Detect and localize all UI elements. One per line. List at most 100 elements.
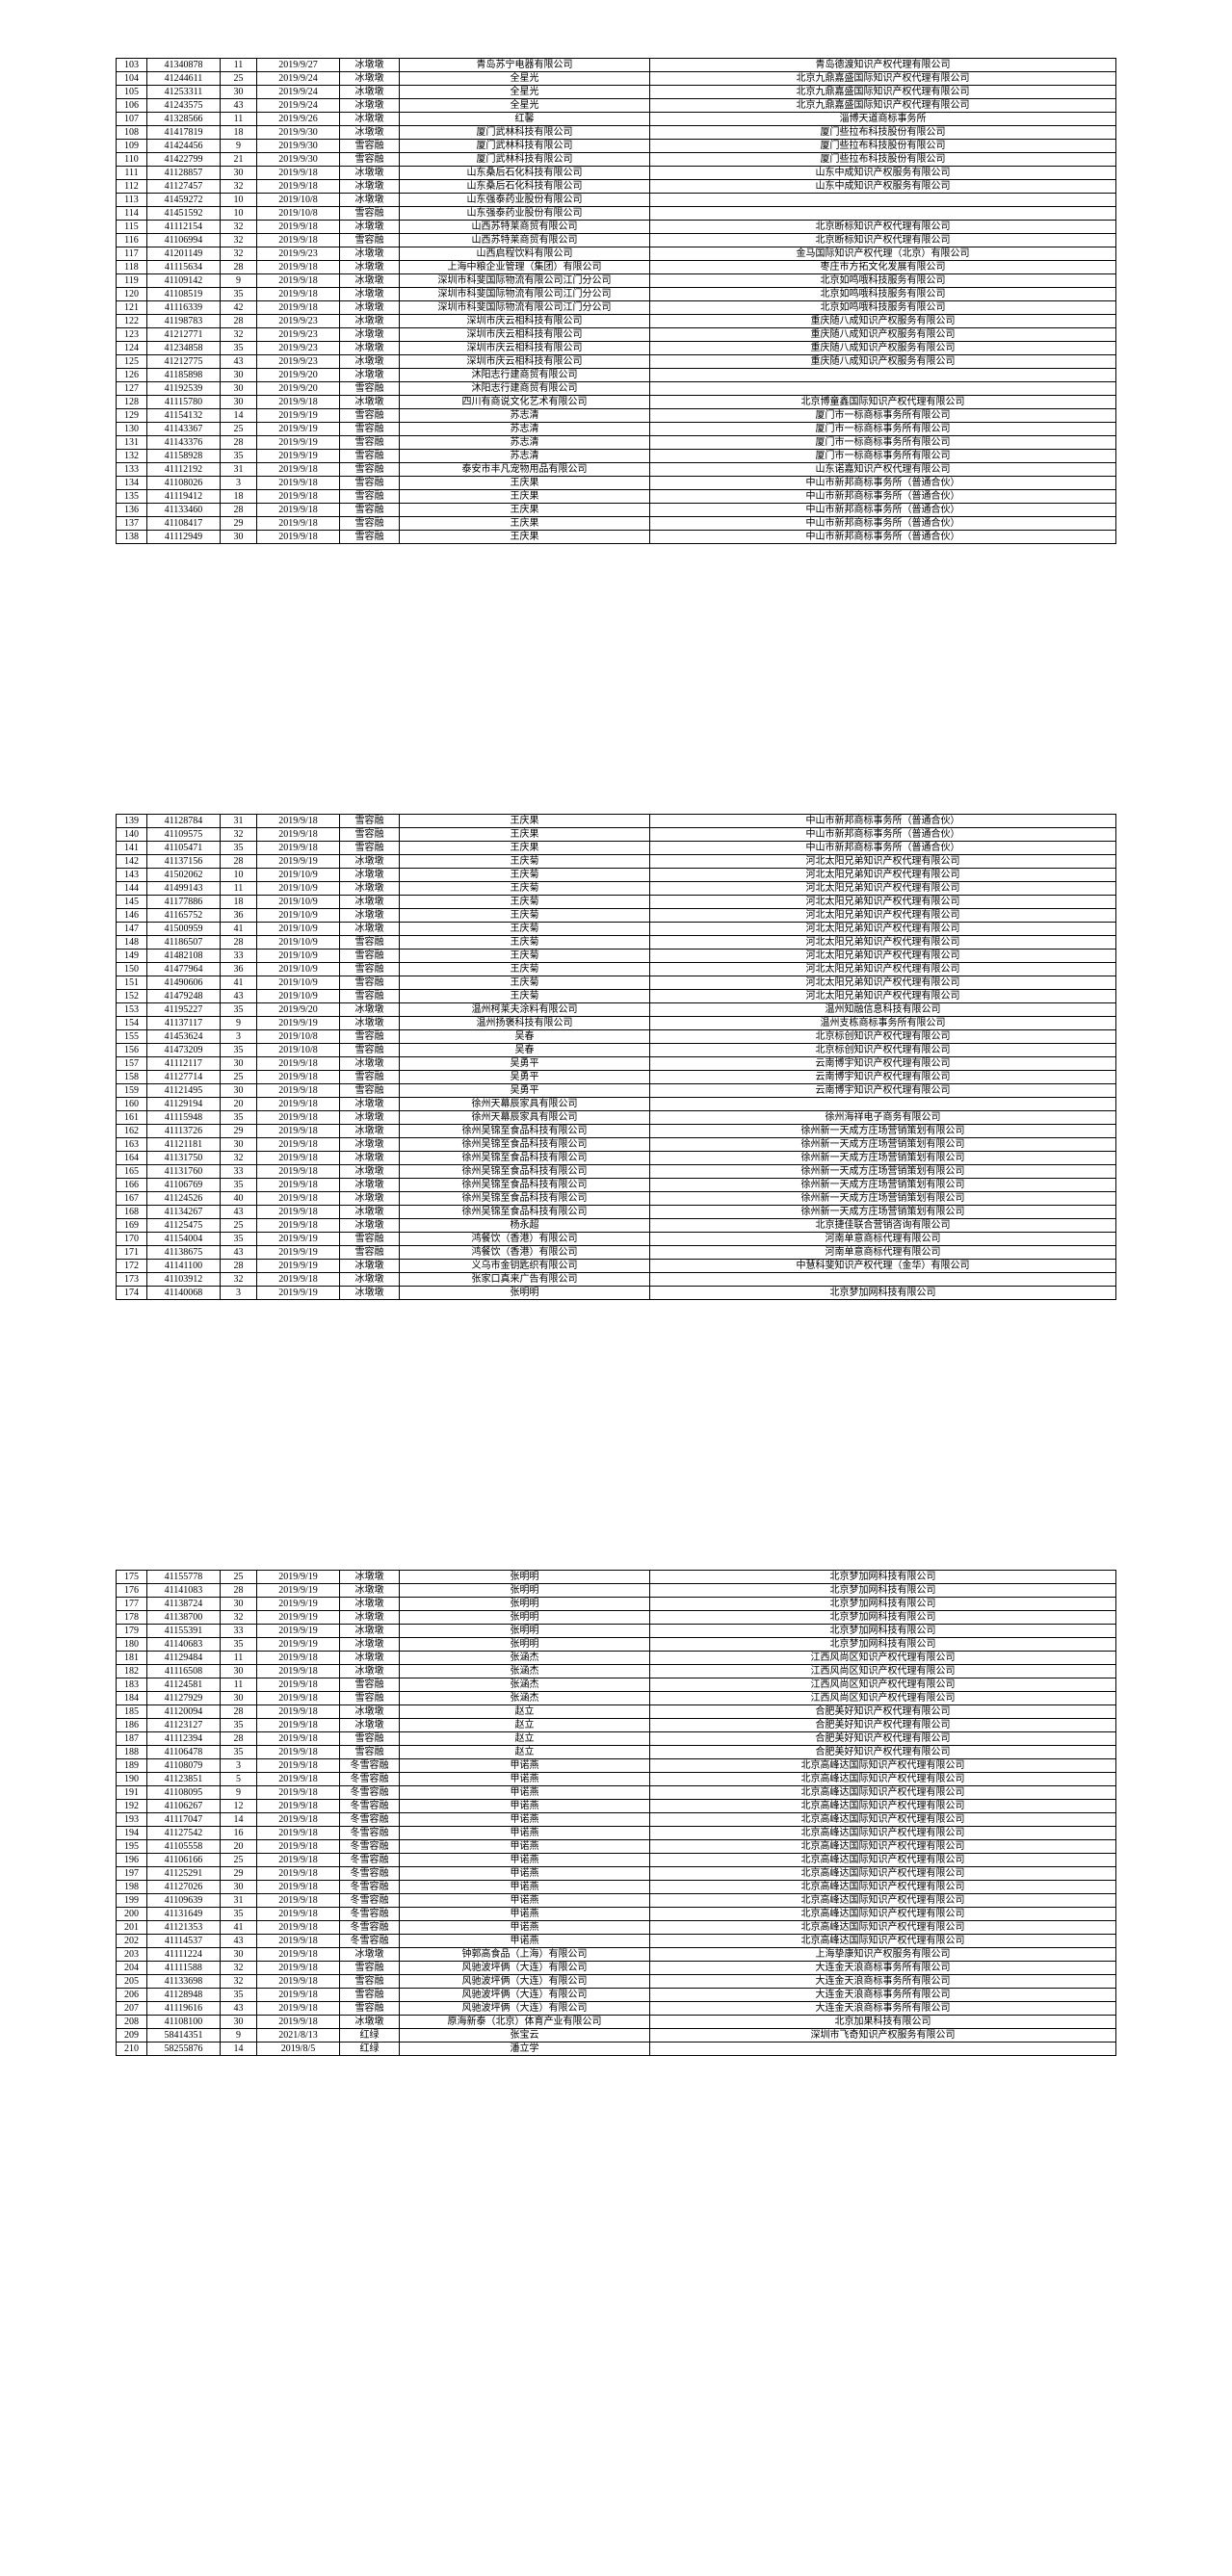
- cell: 41155391: [147, 1625, 221, 1638]
- cell: 徐州新一天成方庄场营销策划有限公司: [650, 1165, 1116, 1179]
- cell: 135: [117, 490, 147, 504]
- cell: 冰墩墩: [340, 1625, 400, 1638]
- cell: 41195227: [147, 1003, 221, 1017]
- cell: 41119616: [147, 2002, 221, 2016]
- cell: 2019/9/18: [257, 490, 340, 504]
- cell: 181: [117, 1652, 147, 1665]
- cell: 王庆菊: [400, 855, 650, 869]
- cell: 2019/9/23: [257, 355, 340, 369]
- cell: 164: [117, 1152, 147, 1165]
- cell: 苏志清: [400, 423, 650, 436]
- cell: 全星光: [400, 72, 650, 86]
- cell: 深圳市飞奇知识产权服务有限公司: [650, 2029, 1116, 2043]
- cell: 11: [221, 113, 257, 126]
- cell: 2019/9/23: [257, 342, 340, 355]
- cell: 175: [117, 1571, 147, 1584]
- cell: 198: [117, 1881, 147, 1894]
- cell: 185: [117, 1705, 147, 1719]
- table-row: 10641243575432019/9/24冰墩墩全星光北京九鼎嘉盛国际知识产权…: [117, 99, 1116, 113]
- table-row: 18741112394282019/9/18雪容融赵立合肥美好知识产权代理有限公…: [117, 1732, 1116, 1746]
- cell: 北京如鸣哦科技服务有限公司: [650, 288, 1116, 301]
- cell: 41113726: [147, 1125, 221, 1138]
- cell: 2019/9/19: [257, 855, 340, 869]
- table-row: 10841417819182019/9/30冰墩墩厦门武林科技有限公司厦门些拉布…: [117, 126, 1116, 140]
- cell: 139: [117, 815, 147, 828]
- cell: 176: [117, 1584, 147, 1598]
- cell: 188: [117, 1746, 147, 1759]
- cell: 25: [221, 1571, 257, 1584]
- cell: 2019/9/18: [257, 1921, 340, 1935]
- cell: 41125291: [147, 1867, 221, 1881]
- cell: 202: [117, 1935, 147, 1948]
- table-row: 2095841435192021/8/13红绿张宝云深圳市飞奇知识产权服务有限公…: [117, 2029, 1116, 2043]
- cell: 41424456: [147, 140, 221, 153]
- table-row: 13341112192312019/9/18雪容融泰安市丰凡宠物用品有限公司山东…: [117, 463, 1116, 477]
- cell: 41109142: [147, 274, 221, 288]
- cell: 2019/9/18: [257, 1084, 340, 1098]
- cell: 2019/9/18: [257, 1746, 340, 1759]
- cell: 41116508: [147, 1665, 221, 1678]
- cell: 169: [117, 1219, 147, 1233]
- cell: 张涵杰: [400, 1665, 650, 1678]
- cell: 雪容融: [340, 1692, 400, 1705]
- data-table: 10341340878112019/9/27冰墩墩青岛苏宁电器有限公司青岛德渡知…: [116, 58, 1116, 544]
- cell: 2019/9/19: [257, 1287, 340, 1300]
- cell: 冰墩墩: [340, 1598, 400, 1611]
- cell: 191: [117, 1786, 147, 1800]
- cell: 41103912: [147, 1273, 221, 1287]
- table-row: 1904112385152019/9/18冬雪容融甲诺燕北京高峰达国际知识产权代…: [117, 1773, 1116, 1786]
- cell: 北京高峰达国际知识产权代理有限公司: [650, 1813, 1116, 1827]
- cell: 136: [117, 504, 147, 517]
- cell: 35: [221, 1908, 257, 1921]
- cell: 32: [221, 1962, 257, 1975]
- cell: 风驰波坪俩（大连）有限公司: [400, 1962, 650, 1975]
- cell: 41111588: [147, 1962, 221, 1975]
- cell: 甲诺燕: [400, 1935, 650, 1948]
- cell: 137: [117, 517, 147, 531]
- cell: 冰墩墩: [340, 99, 400, 113]
- cell: 28: [221, 1732, 257, 1746]
- cell: 41131760: [147, 1165, 221, 1179]
- table-row: 12641185898302019/9/20冰墩墩沐阳志行建商贸有限公司: [117, 369, 1116, 382]
- cell: 徐州吴锦至食品科技有限公司: [400, 1125, 650, 1138]
- cell: 深圳市科斐国际物流有限公司江门分公司: [400, 288, 650, 301]
- cell: 冰墩墩: [340, 1652, 400, 1665]
- tables-root: 10341340878112019/9/27冰墩墩青岛苏宁电器有限公司青岛德渡知…: [116, 58, 1116, 2056]
- table-row: 13641133460282019/9/18雪容融王庆果中山市新邦商标事务所（普…: [117, 504, 1116, 517]
- cell: 112: [117, 180, 147, 194]
- table-row: 17341103912322019/9/18冰墩墩张家口真来广告有限公司: [117, 1273, 1116, 1287]
- cell: 2019/9/18: [257, 1665, 340, 1678]
- cell: 雪容融: [340, 1233, 400, 1246]
- cell: 155: [117, 1030, 147, 1044]
- table-row: 11741201149322019/9/23冰墩墩山西启程饮料有限公司金马国际知…: [117, 247, 1116, 261]
- cell: 2019/9/19: [257, 1625, 340, 1638]
- cell: 赵立: [400, 1705, 650, 1719]
- cell: 2019/9/18: [257, 301, 340, 315]
- cell: 2019/10/9: [257, 950, 340, 963]
- cell: 北京高峰达国际知识产权代理有限公司: [650, 1894, 1116, 1908]
- cell: 河北太阳兄弟知识产权代理有限公司: [650, 976, 1116, 990]
- cell: 16: [221, 1827, 257, 1840]
- table-row: 10441244611252019/9/24冰墩墩全星光北京九鼎嘉盛国际知识产权…: [117, 72, 1116, 86]
- table-row: 20441111588322019/9/18雪容融风驰波坪俩（大连）有限公司大连…: [117, 1962, 1116, 1975]
- cell: 165: [117, 1165, 147, 1179]
- cell: 43: [221, 1206, 257, 1219]
- cell: 194: [117, 1827, 147, 1840]
- cell: 青岛德渡知识产权代理有限公司: [650, 59, 1116, 72]
- cell: 山东桑后石化科技有限公司: [400, 167, 650, 180]
- cell: 冰墩墩: [340, 180, 400, 194]
- cell: 2019/9/19: [257, 409, 340, 423]
- cell: 2019/10/9: [257, 963, 340, 976]
- cell: 2019/9/18: [257, 167, 340, 180]
- cell: 苏志清: [400, 436, 650, 450]
- cell: 32: [221, 247, 257, 261]
- cell: 冰墩墩: [340, 923, 400, 936]
- cell: 160: [117, 1098, 147, 1111]
- table-row: 13541119412182019/9/18雪容融王庆果中山市新邦商标事务所（普…: [117, 490, 1116, 504]
- cell: 雪容融: [340, 140, 400, 153]
- cell: [650, 207, 1116, 221]
- table-row: 19741125291292019/9/18冬雪容融甲诺燕北京高峰达国际知识产权…: [117, 1867, 1116, 1881]
- table-row: 18041140683352019/9/19冰墩墩张明明北京梦加网科技有限公司: [117, 1638, 1116, 1652]
- cell: 148: [117, 936, 147, 950]
- cell: 冬雪容融: [340, 1759, 400, 1773]
